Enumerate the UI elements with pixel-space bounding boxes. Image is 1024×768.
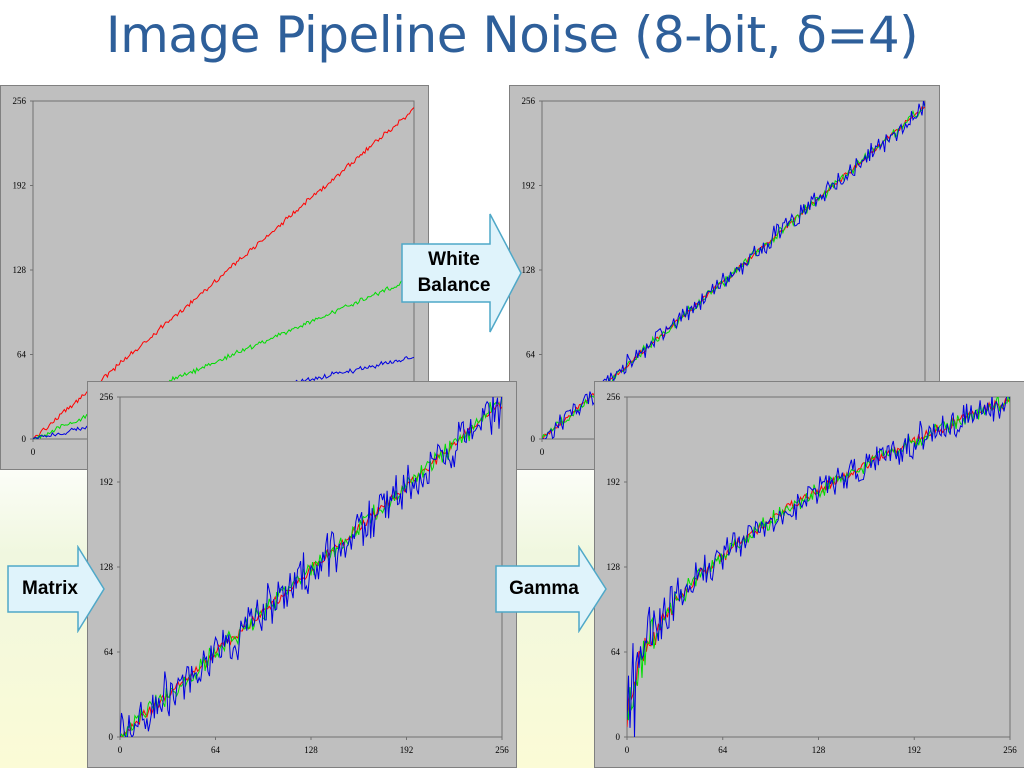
- y-tick-label: 64: [104, 647, 114, 657]
- y-tick-label: 0: [22, 434, 27, 444]
- series-red: [627, 397, 1010, 728]
- y-tick-label: 192: [607, 477, 621, 487]
- white-balance-label: White Balance: [400, 247, 508, 299]
- series-green: [120, 398, 502, 737]
- series-blue: [120, 397, 502, 737]
- white-balance-label-line2: Balance: [417, 275, 491, 296]
- matrix-arrow: Matrix: [6, 545, 106, 633]
- x-tick-label: 64: [211, 745, 221, 755]
- chart-gamma: 0 64 128 192 256 0 64 128 192 256: [607, 392, 1018, 755]
- y-tick-label: 128: [13, 265, 27, 275]
- series-blue: [627, 397, 1010, 737]
- gamma-label: Gamma: [509, 578, 579, 599]
- y-tick-label: 64: [611, 647, 621, 657]
- right-arrow-icon: [7, 545, 105, 633]
- y-tick-label: 0: [109, 732, 114, 742]
- chart-panel-gamma: 0 64 128 192 256 0 64 128 192 256: [594, 381, 1024, 768]
- x-tick-label: 0: [31, 447, 36, 457]
- y-tick-label: 64: [526, 350, 536, 360]
- y-tick-label: 128: [607, 562, 621, 572]
- y-tick-label: 256: [100, 392, 114, 402]
- right-arrow-icon: [495, 545, 607, 633]
- y-tick-label: 192: [13, 181, 27, 191]
- y-tick-label: 128: [100, 562, 114, 572]
- y-tick-label: 64: [17, 350, 27, 360]
- x-tick-label: 0: [625, 745, 630, 755]
- chart-matrix: 0 64 128 192 256 0 64 128 192 256: [100, 392, 510, 755]
- y-tick-label: 0: [531, 434, 536, 444]
- x-tick-label: 0: [118, 745, 123, 755]
- y-tick-label: 256: [522, 96, 536, 106]
- x-tick-label: 256: [1003, 745, 1017, 755]
- x-tick-label: 128: [304, 745, 318, 755]
- y-tick-label: 0: [616, 732, 621, 742]
- x-tick-label: 128: [812, 745, 826, 755]
- white-balance-label-line1: White: [428, 249, 480, 270]
- y-tick-label: 192: [522, 181, 536, 191]
- x-tick-label: 192: [400, 745, 414, 755]
- right-arrow-icon: [401, 213, 522, 333]
- white-balance-arrow: White Balance: [400, 212, 524, 334]
- chart-panel-matrix: 0 64 128 192 256 0 64 128 192 256: [87, 381, 517, 768]
- y-tick-label: 256: [607, 392, 621, 402]
- x-tick-label: 192: [908, 745, 922, 755]
- y-tick-label: 256: [13, 96, 27, 106]
- series-blue: [542, 101, 925, 439]
- series-red: [120, 401, 502, 737]
- y-tick-label: 192: [100, 477, 114, 487]
- y-tick-label: 128: [522, 265, 536, 275]
- plot-area: [626, 396, 1011, 738]
- x-tick-label: 256: [495, 745, 509, 755]
- x-tick-label: 64: [718, 745, 728, 755]
- matrix-label: Matrix: [22, 578, 78, 599]
- gamma-arrow: Gamma: [494, 545, 609, 633]
- series-green: [627, 397, 1010, 721]
- x-tick-label: 0: [540, 447, 545, 457]
- slide-title: Image Pipeline Noise (8-bit, δ=4): [105, 6, 919, 64]
